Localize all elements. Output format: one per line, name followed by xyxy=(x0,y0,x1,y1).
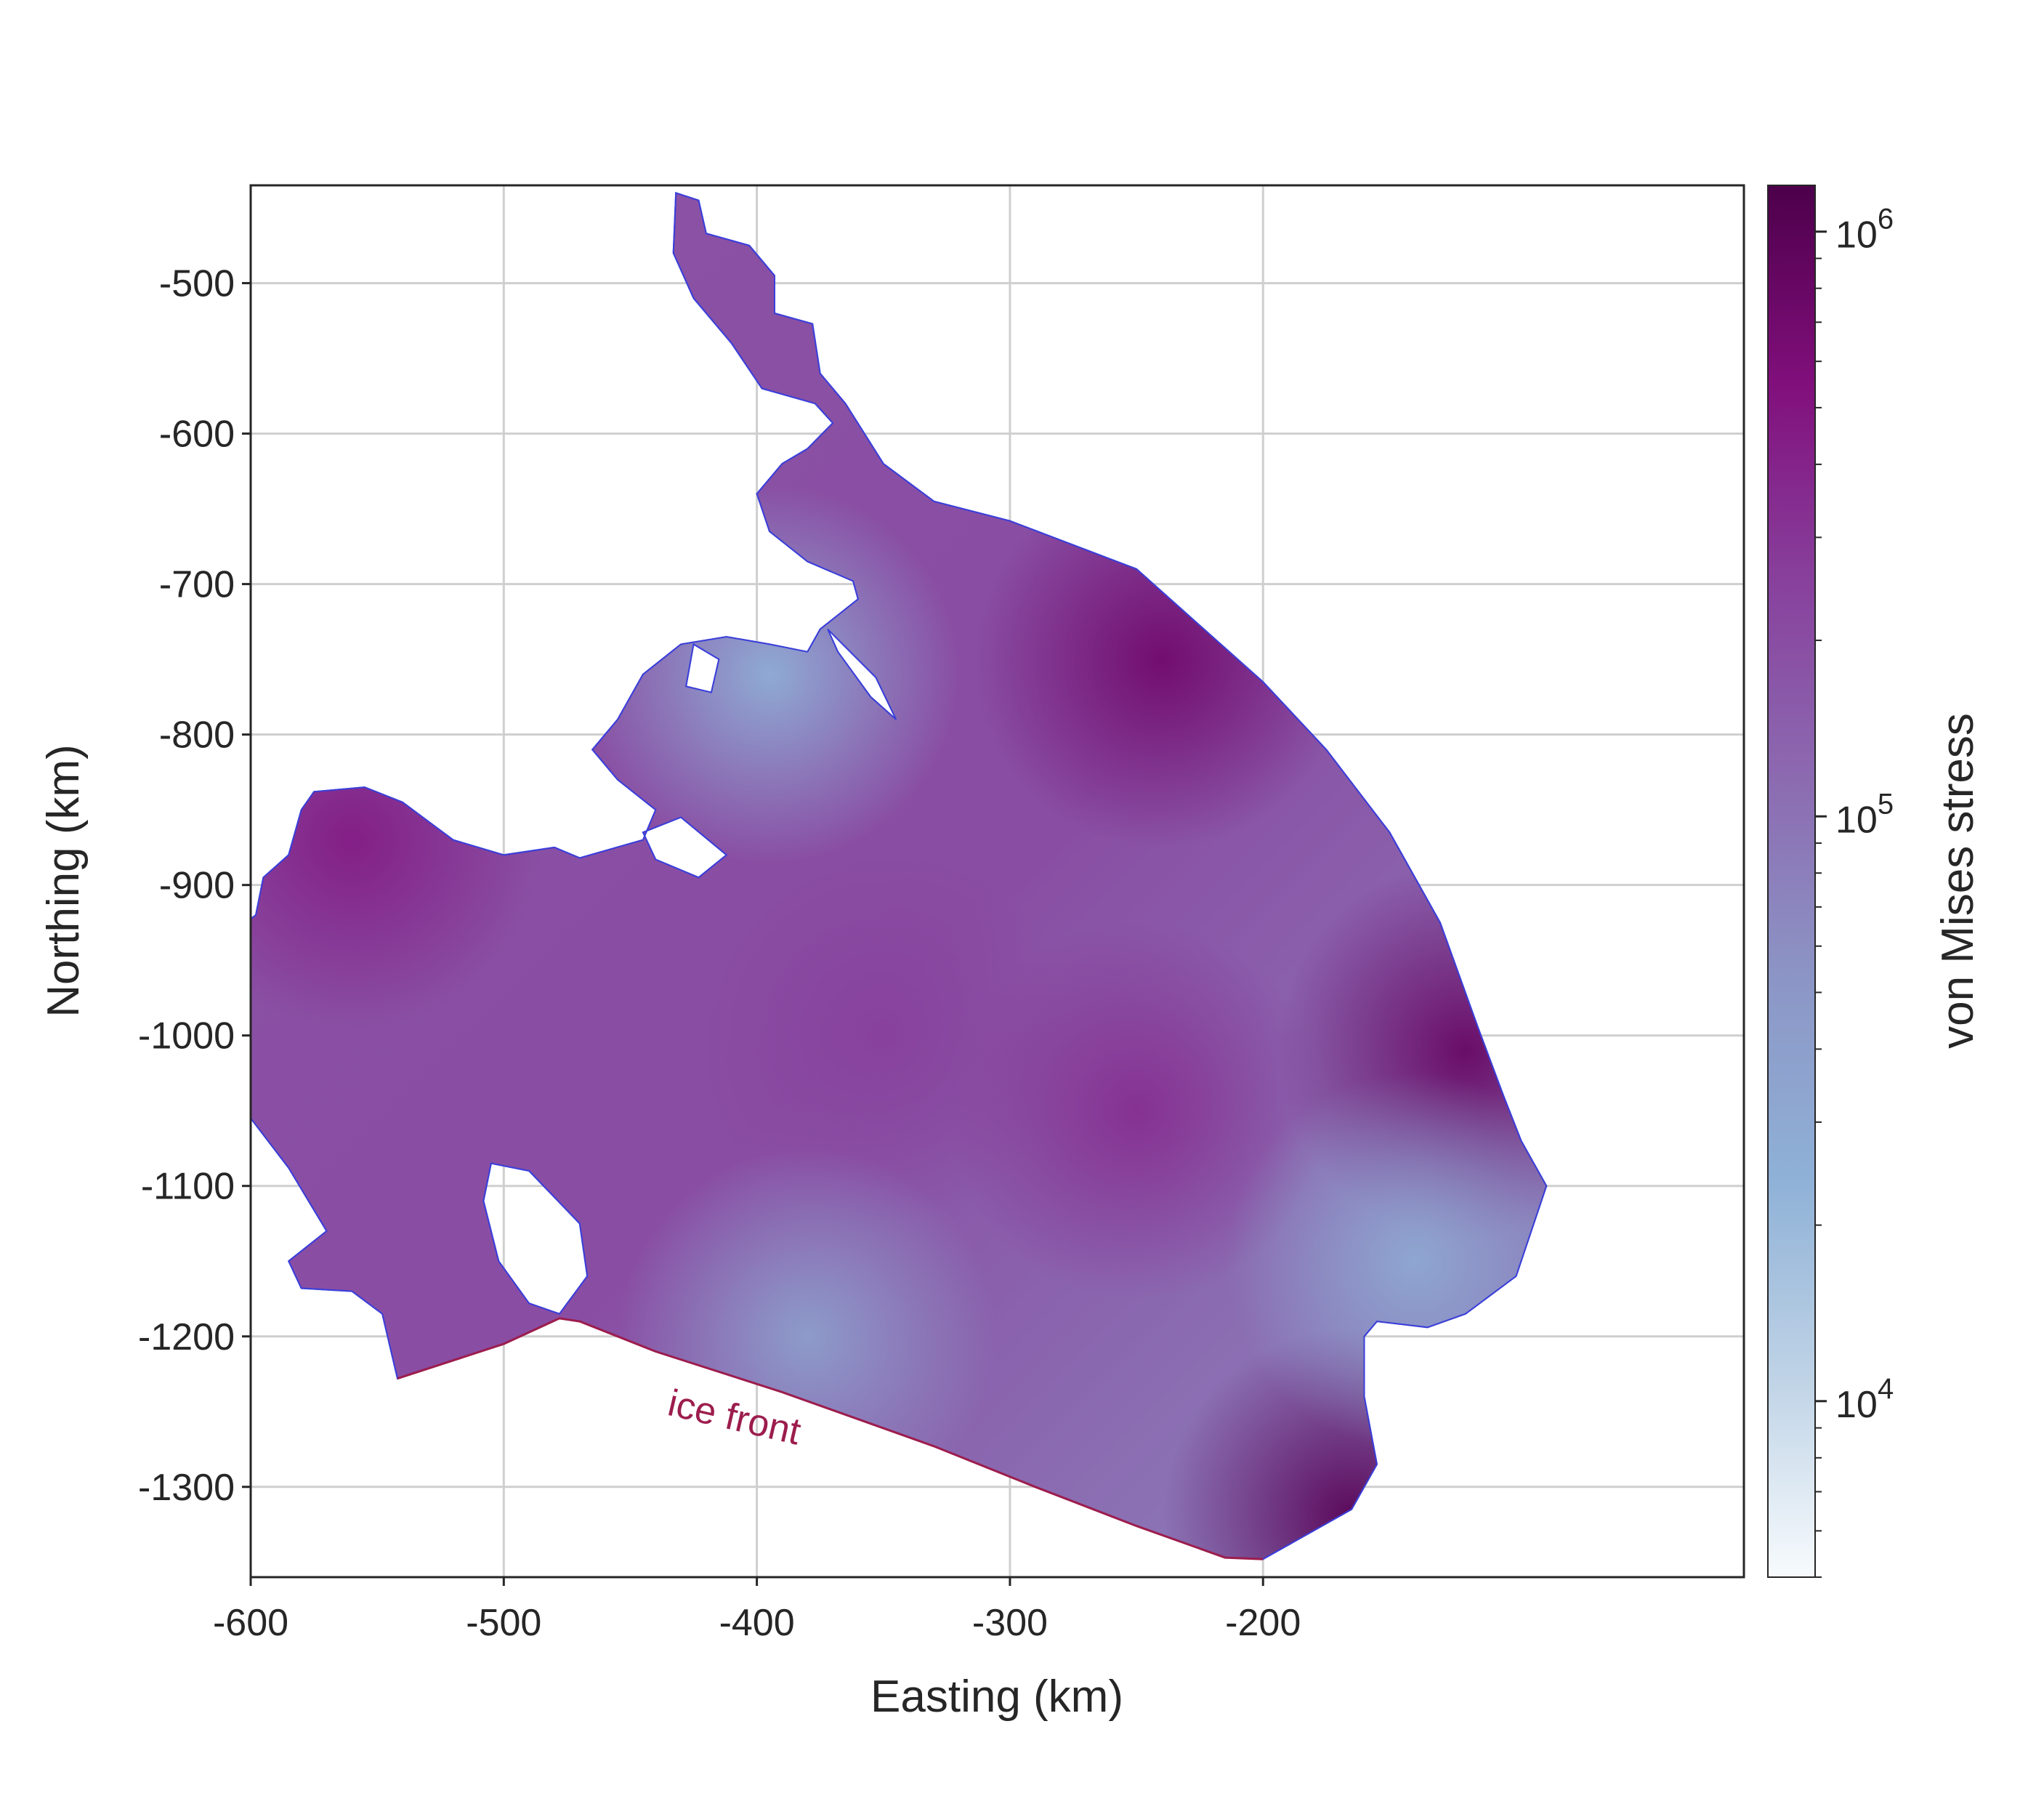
x-tick-label: -200 xyxy=(1225,1602,1301,1644)
y-tick-label: -600 xyxy=(159,414,235,456)
colorbar xyxy=(1767,185,1816,1578)
y-axis: -500 -600 -700 -800 -900 -1000 -1100 -1200 -1300 xyxy=(138,263,251,1509)
colorbar-tick-label: 105 xyxy=(1835,788,1894,841)
stress-region xyxy=(581,485,959,863)
colorbar-ticks: 104 105 106 xyxy=(1815,204,1894,1578)
plot-frame xyxy=(249,184,1745,1579)
colorbar-label: von Mises stress xyxy=(1933,713,1983,1049)
y-tick-label: -1000 xyxy=(138,1015,235,1057)
y-tick-label: -800 xyxy=(159,714,235,757)
x-tick-label: -500 xyxy=(466,1602,541,1644)
ice-shelf-outline xyxy=(251,192,1548,1560)
y-tick-label: -1100 xyxy=(141,1166,235,1208)
x-tick-label: -300 xyxy=(972,1602,1048,1644)
y-tick-label: -700 xyxy=(159,564,235,606)
ice-front-line xyxy=(397,1317,1264,1560)
stress-region xyxy=(618,1147,997,1526)
stress-region xyxy=(251,650,541,1029)
x-tick-label: -400 xyxy=(719,1602,795,1644)
colorbar-tick-label: 104 xyxy=(1835,1373,1894,1426)
y-tick-label: -1300 xyxy=(138,1467,235,1509)
stress-region xyxy=(1226,1072,1547,1451)
y-axis-label: Northing (km) xyxy=(39,744,89,1018)
x-axis-label: Easting (km) xyxy=(870,1672,1123,1722)
y-tick-label: -500 xyxy=(159,263,235,305)
x-axis: -600 -500 -400 -300 -200 xyxy=(213,1577,1301,1644)
x-tick-label: -600 xyxy=(213,1602,288,1644)
stress-region xyxy=(972,470,1351,849)
y-tick-label: -900 xyxy=(159,865,235,907)
y-tick-label: -1200 xyxy=(138,1316,235,1358)
stress-region xyxy=(694,846,1073,1225)
colorbar-tick-label: 106 xyxy=(1835,204,1894,257)
